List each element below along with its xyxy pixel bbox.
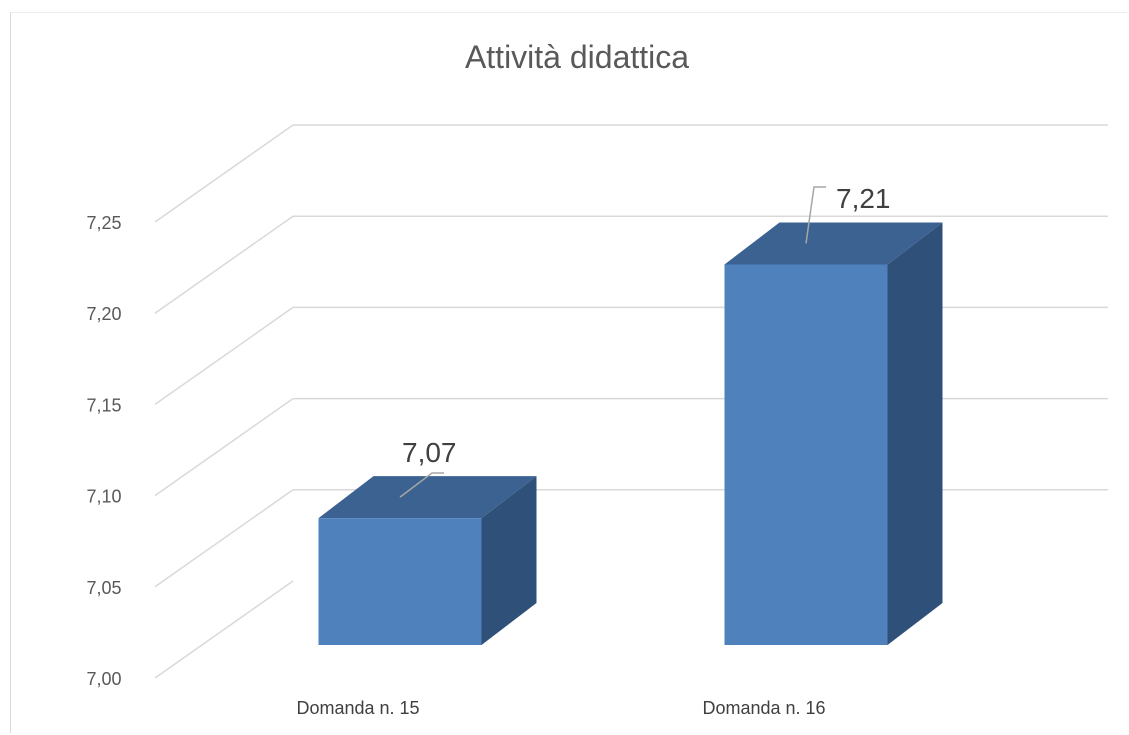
data-label: 7,07 [402,437,457,468]
x-axis: Domanda n. 15 Domanda n. 16 [296,698,825,718]
y-tick-label: 7,25 [86,213,121,233]
bar-side [887,222,943,646]
gridline-side [154,489,294,588]
chart-frame [10,12,1127,733]
bar-top [318,476,537,519]
gridlines [154,124,1108,679]
bar-top [724,222,943,265]
y-tick-label: 7,15 [86,395,121,415]
data-label-leader [399,472,444,498]
y-tick-label: 7,05 [86,578,121,598]
data-labels: 7,07 7,21 [399,183,891,498]
gridline-side [154,306,294,406]
gridline-side [154,580,294,679]
gridline-side [154,124,294,223]
bar-1 [318,476,537,645]
bar-front [318,518,482,645]
bar-side [481,476,537,645]
gridline-side [154,215,294,314]
y-axis: 7,00 7,05 7,10 7,15 7,20 7,25 [86,213,121,689]
gridline-side [154,397,294,497]
x-category-label: Domanda n. 15 [296,698,419,718]
bar-2 [724,222,943,646]
y-tick-label: 7,10 [86,487,121,507]
chart-title: Attività didattica [465,39,689,75]
bars [318,222,943,646]
y-tick-label: 7,00 [86,669,121,689]
y-tick-label: 7,20 [86,304,121,324]
data-label: 7,21 [836,183,891,214]
x-category-label: Domanda n. 16 [702,698,825,718]
bar-front [724,264,888,645]
data-label-leader [805,186,826,244]
